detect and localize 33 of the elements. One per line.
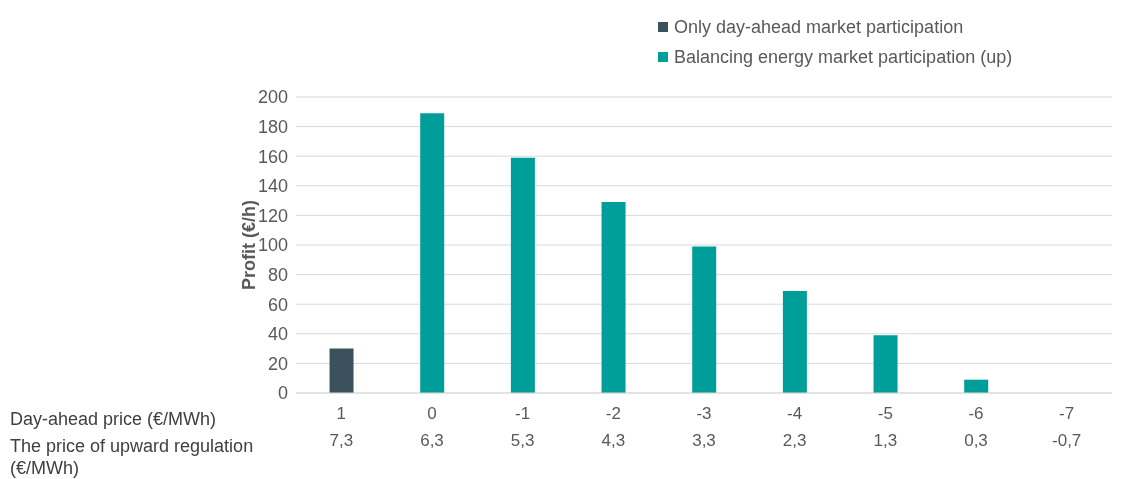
- x-tick-label: 1 7,3: [329, 404, 354, 450]
- y-tick-label: 160: [257, 146, 288, 167]
- bar: [964, 379, 989, 393]
- bar: [510, 157, 535, 393]
- bar: [782, 290, 807, 393]
- y-tick-label: 0: [277, 383, 288, 404]
- y-tick-label: 120: [257, 205, 288, 226]
- legend-label: Only day-ahead market participation: [674, 16, 964, 38]
- bar: [873, 335, 898, 393]
- x-tick-label: 0 6,3: [420, 404, 444, 450]
- x-tick-label: -4 2,3: [782, 404, 807, 450]
- x-tick-label: -6 0,3: [964, 404, 988, 450]
- y-tick-label: 200: [257, 87, 288, 108]
- x-tick-label: -1 5,3: [510, 404, 535, 450]
- y-tick-label: 100: [257, 235, 288, 256]
- legend-label: Balancing energy market participation (up): [674, 46, 1013, 68]
- y-tick-label: 40: [267, 324, 288, 345]
- y-tick-label: 60: [267, 294, 288, 315]
- text: The price of upward regulation (€/MWh): [10, 435, 255, 479]
- y-tick-label: 140: [257, 176, 288, 197]
- x-tick-label: -2 4,3: [601, 404, 626, 450]
- x-tick-label: -5 1,3: [873, 404, 898, 450]
- y-tick-label: 20: [267, 353, 288, 374]
- y-tick-label: 180: [257, 116, 288, 137]
- bar: [329, 348, 354, 393]
- bar: [692, 246, 717, 393]
- y-tick-label: 80: [267, 264, 288, 285]
- x-tick-label: -3 3,3: [692, 404, 716, 450]
- bar: [601, 202, 626, 393]
- y-axis-title: Profit (€/h): [239, 200, 260, 290]
- text: Day-ahead price (€/MWh): [10, 408, 218, 430]
- bar: [420, 113, 445, 393]
- x-tick-label: -7 -0,7: [1052, 404, 1082, 450]
